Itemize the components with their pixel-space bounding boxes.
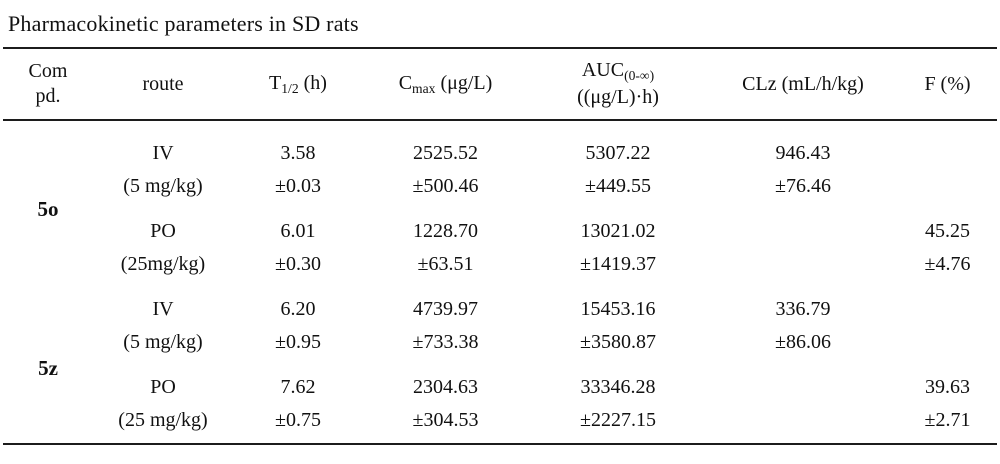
cell-t12-sd: ±0.03 (275, 175, 321, 197)
table-row: (25 mg/kg) ±0.75 ±304.53 ±2227.15 ±2.71 (3, 404, 997, 444)
cell-f-sd: ±4.76 (924, 253, 971, 275)
header-compd-line2: pd. (35, 85, 61, 107)
cell-clz-sd (708, 248, 898, 281)
table-row: PO 6.01 1228.70 13021.02 45.25 (3, 203, 997, 248)
cell-auc-sd: ±1419.37 (580, 253, 656, 275)
cell-t12: 3.58 (280, 142, 316, 164)
cell-cmax-sd: ±63.51 (417, 253, 474, 275)
header-t12: T1/2 (h) (269, 71, 327, 96)
table-row: (25mg/kg) ±0.30 ±63.51 ±1419.37 ±4.76 (3, 248, 997, 281)
cell-f: 39.63 (925, 376, 970, 398)
cell-t12-sd: ±0.75 (275, 409, 321, 431)
cell-clz (708, 359, 898, 404)
cmax-subscript: max (412, 80, 436, 96)
header-clz: CLz (mL/h/kg) (742, 72, 864, 95)
table-row: 5z IV 6.20 4739.97 15453.16 336.79 (3, 281, 997, 380)
header-row: Com pd. route T1/2 (h) Cmax (μg/L) AUC(0… (3, 48, 997, 120)
cell-f: 45.25 (925, 220, 970, 242)
cell-route: PO (150, 220, 176, 242)
compound-label: 5z (38, 355, 58, 380)
compound-label: 5o (37, 196, 59, 221)
cell-cmax-sd: ±733.38 (412, 331, 479, 353)
cell-auc-sd: ±449.55 (585, 175, 651, 197)
table-row: 5o IV 3.58 2525.52 5307.22 946.43 (3, 120, 997, 221)
cell-f (898, 120, 997, 170)
header-f: F (%) (924, 72, 971, 95)
header-route: route (142, 72, 184, 95)
cell-cmax-sd: ±500.46 (412, 175, 479, 197)
cell-t12-sd: ±0.30 (275, 253, 321, 275)
cell-f-sd (898, 170, 997, 203)
cell-clz-sd: ±76.46 (775, 175, 831, 197)
header-compd: Com pd. (3, 48, 93, 120)
cell-route-dose: (5 mg/kg) (123, 331, 203, 353)
cell-clz-sd (708, 404, 898, 444)
t12-subscript: 1/2 (281, 80, 299, 96)
cell-auc: 13021.02 (580, 220, 656, 242)
cell-t12-sd: ±0.95 (275, 331, 321, 353)
table-row: (5 mg/kg) ±0.95 ±733.38 ±3580.87 ±86.06 (3, 326, 997, 359)
header-auc-units: ((μg/L)·h) (577, 85, 659, 108)
table-row: PO 7.62 2304.63 33346.28 39.63 (3, 359, 997, 404)
cell-auc-sd: ±2227.15 (580, 409, 656, 431)
cell-f (898, 281, 997, 326)
cell-route: IV (152, 142, 174, 164)
cell-route: PO (150, 376, 176, 398)
cell-cmax-sd: ±304.53 (412, 409, 479, 431)
header-cmax: Cmax (μg/L) (398, 71, 493, 96)
cell-auc: 5307.22 (585, 142, 651, 164)
cell-f-sd (898, 326, 997, 359)
header-auc: AUC(0-∞) ((μg/L)·h) (577, 59, 659, 108)
cell-clz: 946.43 (775, 142, 831, 164)
cell-route: IV (152, 298, 174, 320)
cell-clz (708, 203, 898, 248)
cell-auc: 33346.28 (580, 376, 656, 398)
auc-subscript: (0-∞) (624, 67, 655, 83)
cell-f-sd: ±2.71 (924, 409, 971, 431)
cell-cmax: 1228.70 (413, 220, 478, 242)
cell-route-dose: (25mg/kg) (120, 253, 206, 275)
cell-cmax: 2525.52 (413, 142, 478, 164)
cell-t12: 6.01 (280, 220, 316, 242)
pharmacokinetics-table: Com pd. route T1/2 (h) Cmax (μg/L) AUC(0… (3, 47, 997, 445)
cell-clz-sd: ±86.06 (775, 331, 831, 353)
cell-t12: 7.62 (280, 376, 316, 398)
cell-clz: 336.79 (775, 298, 831, 320)
table-row: (5 mg/kg) ±0.03 ±500.46 ±449.55 ±76.46 (3, 170, 997, 203)
cell-cmax: 4739.97 (413, 298, 478, 320)
header-compd-line1: Com (28, 60, 68, 82)
cell-auc-sd: ±3580.87 (580, 331, 656, 353)
table-title: Pharmacokinetic parameters in SD rats (8, 11, 359, 36)
cell-cmax: 2304.63 (413, 376, 478, 398)
cell-route-dose: (25 mg/kg) (118, 409, 208, 431)
cell-route-dose: (5 mg/kg) (123, 175, 203, 197)
cell-t12: 6.20 (280, 298, 316, 320)
cell-auc: 15453.16 (580, 298, 656, 320)
